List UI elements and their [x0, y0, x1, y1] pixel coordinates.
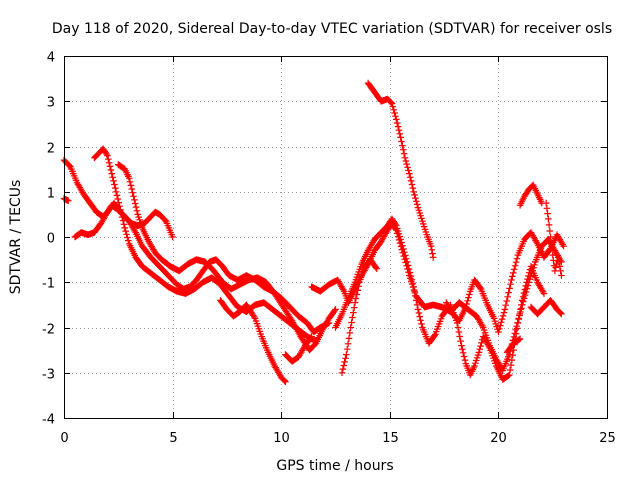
y-tick-label: 2	[47, 142, 55, 157]
series-track-e	[115, 161, 339, 354]
series-track-f	[217, 297, 289, 386]
data-point-markers	[447, 263, 548, 383]
x-tick-label: 0	[60, 431, 68, 446]
y-tick-label: -2	[42, 323, 55, 338]
axis-ticks: 0 5 10 15 20 25 -4 -3 -2 -1 0 1 2 3 4	[42, 51, 616, 447]
x-tick-label: 15	[382, 431, 399, 446]
series-track-k	[364, 79, 437, 261]
data-series	[60, 79, 567, 386]
series-track-o	[527, 297, 565, 318]
data-point-markers	[364, 79, 437, 261]
y-tick-label: 3	[47, 96, 55, 111]
data-point-markers	[503, 335, 524, 356]
data-point-markers	[282, 333, 315, 365]
chart-title: Day 118 of 2020, Sidereal Day-to-day VTE…	[52, 21, 612, 37]
series-track-j	[338, 256, 381, 376]
x-tick-label: 20	[490, 431, 507, 446]
x-tick-label: 25	[599, 431, 616, 446]
series-track-q	[542, 199, 565, 279]
series-track-c	[71, 199, 333, 336]
x-tick-label: 5	[169, 431, 177, 446]
x-tick-label: 10	[273, 431, 290, 446]
series-track-g	[282, 333, 315, 365]
y-tick-label: -1	[42, 277, 55, 292]
data-point-markers	[115, 161, 339, 354]
series-track-i	[332, 215, 452, 347]
y-tick-label: -4	[42, 413, 55, 428]
data-point-markers	[332, 215, 452, 347]
y-tick-label: -3	[42, 368, 55, 383]
series-track-p	[516, 181, 546, 209]
series-track-b	[60, 195, 72, 205]
data-point-markers	[60, 195, 72, 205]
data-point-markers	[338, 256, 381, 376]
data-point-markers	[516, 181, 546, 209]
data-point-markers	[217, 297, 289, 386]
series-track-m	[447, 263, 548, 383]
y-axis-label: SDTVAR / TECUs	[8, 180, 24, 295]
x-axis-label: GPS time / hours	[276, 458, 393, 474]
y-tick-label: 1	[47, 187, 55, 202]
y-tick-label: 4	[47, 51, 55, 66]
data-point-markers	[542, 199, 565, 279]
data-point-markers	[71, 199, 333, 336]
data-point-markers	[527, 297, 565, 318]
y-tick-label: 0	[47, 232, 55, 247]
series-track-n	[503, 335, 524, 356]
